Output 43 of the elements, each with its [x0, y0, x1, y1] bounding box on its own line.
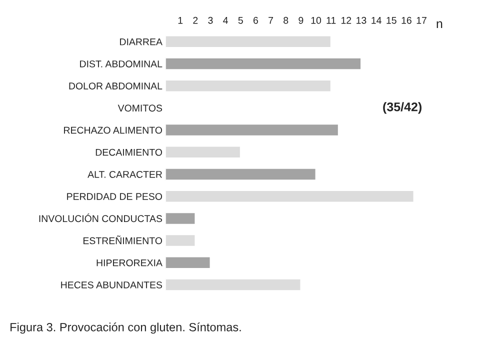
y-tick-label: HECES ABUNDANTES: [61, 281, 162, 288]
x-tick-label: 4: [223, 17, 228, 24]
x-tick-label: 9: [298, 16, 304, 24]
x-tick-label: 10: [311, 16, 322, 24]
bar: [165, 234, 196, 248]
x-tick-label: 5: [238, 17, 243, 24]
bar: [165, 123, 340, 137]
x-tick-label: 3: [208, 16, 213, 24]
y-tick-label: RECHAZO ALIMENTO: [64, 126, 162, 134]
bar: [165, 56, 362, 71]
x-tick-label: 7: [268, 17, 273, 24]
bar: [165, 278, 302, 292]
bar: [165, 190, 415, 204]
x-tick-label: 12: [341, 16, 352, 24]
bar: [165, 79, 332, 93]
x-tick-label: 8: [284, 16, 288, 24]
y-tick-label: VOMITOS: [118, 104, 162, 112]
x-tick-label: 15: [386, 17, 396, 24]
bar: [165, 145, 242, 159]
y-tick-label: DOLOR ABDOMINAL: [69, 82, 162, 90]
bar: [165, 256, 212, 270]
y-tick-label: HIPEROREXIA: [96, 259, 162, 266]
annotation: (35/42): [383, 102, 422, 114]
x-tick-label: 14: [372, 17, 382, 24]
x-tick-label: 11: [326, 17, 336, 24]
y-tick-label: DIST. ABDOMINAL: [80, 60, 162, 68]
bar: [165, 212, 196, 226]
y-tick-label: INVOLUCIÓN CONDUCTAS: [39, 214, 162, 222]
x-tick-label: 16: [402, 16, 412, 24]
x-tick-label: 6: [253, 16, 258, 24]
y-tick-label: ALT. CARACTER: [88, 170, 162, 178]
x-tick-label: 1: [178, 17, 183, 24]
x-tick-label: 17: [416, 17, 426, 24]
bar: [165, 167, 317, 182]
y-tick-label: DECAIMIENTO: [96, 148, 162, 156]
y-tick-label: ESTREÑIMIENTO: [84, 236, 162, 244]
text: Figura 3. Provocación con gluten. Síntomas.: [10, 322, 241, 334]
y-tick-label: PERDIDAD DE PESO: [67, 193, 162, 200]
y-tick-label: DIARREA: [120, 38, 162, 46]
x-tick-label: 13: [356, 16, 366, 24]
bar: [165, 34, 332, 48]
x-tick-label: 2: [193, 16, 198, 24]
x-axis-title: n: [436, 21, 442, 28]
